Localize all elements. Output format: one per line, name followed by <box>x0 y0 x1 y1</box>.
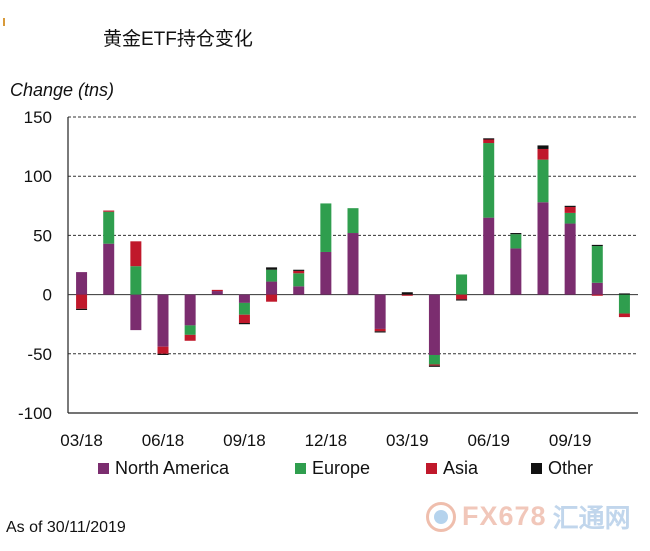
bar-segment-other <box>456 299 468 301</box>
bar-segment-north-america <box>293 286 305 295</box>
bar-segment-europe <box>293 273 305 287</box>
bar-segment-asia <box>618 313 630 318</box>
bar-segment-asia <box>428 364 440 366</box>
bar-segment-europe <box>618 294 630 314</box>
bar-segment-north-america <box>320 251 332 295</box>
watermark-logo: FX678 汇通网 <box>426 498 631 535</box>
bar-segment-europe <box>103 211 115 244</box>
bar-segment-europe <box>320 203 332 252</box>
x-tick-label: 06/18 <box>142 431 185 450</box>
bar-segment-europe <box>537 159 549 203</box>
bar-segment-other <box>591 244 603 247</box>
x-tick-label: 09/19 <box>549 431 592 450</box>
bar-segment-asia <box>238 314 250 324</box>
bar-segment-north-america <box>510 248 522 295</box>
bar-segment-europe <box>483 143 495 218</box>
y-tick-label: 50 <box>33 226 52 245</box>
bar-segment-europe <box>266 269 278 282</box>
bar-segment-other <box>374 331 386 333</box>
bar-segment-europe <box>238 302 250 315</box>
bar-segment-north-america <box>211 291 223 295</box>
bar-segment-north-america <box>591 282 603 295</box>
bar-segment-other <box>266 267 278 270</box>
bar-segment-europe <box>184 325 196 335</box>
bar-segment-other <box>510 233 522 235</box>
bar-segment-asia <box>591 294 603 296</box>
bar-segment-other <box>401 292 413 295</box>
bar-segment-asia <box>103 210 115 212</box>
y-tick-label: 150 <box>24 108 52 127</box>
bar-segment-asia <box>266 294 278 302</box>
bar-segment-other <box>564 205 576 207</box>
x-tick-label: 09/18 <box>223 431 266 450</box>
bar-segment-europe <box>347 208 359 234</box>
logo-circle-icon <box>426 501 456 532</box>
bar-segment-asia <box>483 139 495 144</box>
legend-swatch-north-america <box>98 463 109 474</box>
bar-segment-north-america <box>103 243 115 295</box>
bar-segment-europe <box>130 266 142 295</box>
legend-swatch-europe <box>295 463 306 474</box>
y-axis-label: Change (tns) <box>10 80 115 100</box>
x-tick-label: 12/18 <box>305 431 348 450</box>
bar-segment-asia <box>130 241 142 267</box>
bar-segment-other <box>483 138 495 140</box>
x-tick-label: 03/18 <box>60 431 103 450</box>
x-tick-label: 03/19 <box>386 431 429 450</box>
bar-segment-other <box>537 145 549 149</box>
legend-swatch-asia <box>426 463 437 474</box>
bar-segment-north-america <box>564 223 576 295</box>
legend-swatch-other <box>531 463 542 474</box>
chart-title: 黄金ETF持仓变化 <box>103 29 253 50</box>
bar-segment-asia <box>564 206 576 213</box>
bar-segment-north-america <box>76 272 88 295</box>
bar-segment-north-america <box>428 294 440 355</box>
bar-segment-asia <box>293 270 305 274</box>
bar-segment-north-america <box>130 294 142 331</box>
bar-segment-asia <box>157 346 169 354</box>
bar-segment-europe <box>510 234 522 249</box>
bar-segment-north-america <box>266 281 278 295</box>
bar-segment-north-america <box>347 233 359 295</box>
legend-label: Asia <box>443 458 479 478</box>
bar-segment-europe <box>564 212 576 224</box>
bar-segment-europe <box>591 246 603 283</box>
bar-segment-other <box>238 323 250 325</box>
bar-segment-europe <box>456 274 468 295</box>
bar-segment-north-america <box>238 294 250 303</box>
footnote: As of 30/11/2019 <box>6 519 126 536</box>
y-tick-label: 0 <box>43 286 52 305</box>
bar-segment-asia <box>184 334 196 341</box>
x-tick-label: 06/19 <box>467 431 510 450</box>
bar-segment-asia <box>76 294 88 309</box>
bar-segment-north-america <box>537 202 549 295</box>
bar-segment-other <box>157 353 169 355</box>
legend-label: North America <box>115 458 230 478</box>
bar-segment-asia <box>456 294 468 300</box>
bar-segment-asia <box>211 289 223 292</box>
bar-segment-asia <box>374 328 386 332</box>
bar-segment-asia <box>401 294 413 296</box>
y-tick-label: 100 <box>24 167 52 186</box>
bar-segment-north-america <box>483 217 495 295</box>
corner-mark <box>3 18 5 26</box>
y-tick-label: -50 <box>27 345 52 364</box>
bar-segment-europe <box>428 354 440 365</box>
legend-label: Other <box>548 458 593 478</box>
bar-segment-other <box>293 269 305 271</box>
bar-segment-other <box>428 365 440 367</box>
y-tick-label: -100 <box>18 404 52 423</box>
watermark-cn: 汇通网 <box>552 503 631 533</box>
bar-segment-asia <box>537 148 549 160</box>
bar-segment-north-america <box>374 294 386 329</box>
bar-segment-other <box>618 293 630 295</box>
bar-segment-north-america <box>157 294 169 347</box>
bar-segment-north-america <box>184 294 196 326</box>
bar-segment-other <box>76 308 88 310</box>
legend-label: Europe <box>312 458 370 478</box>
watermark-brand: FX678 <box>462 501 547 531</box>
